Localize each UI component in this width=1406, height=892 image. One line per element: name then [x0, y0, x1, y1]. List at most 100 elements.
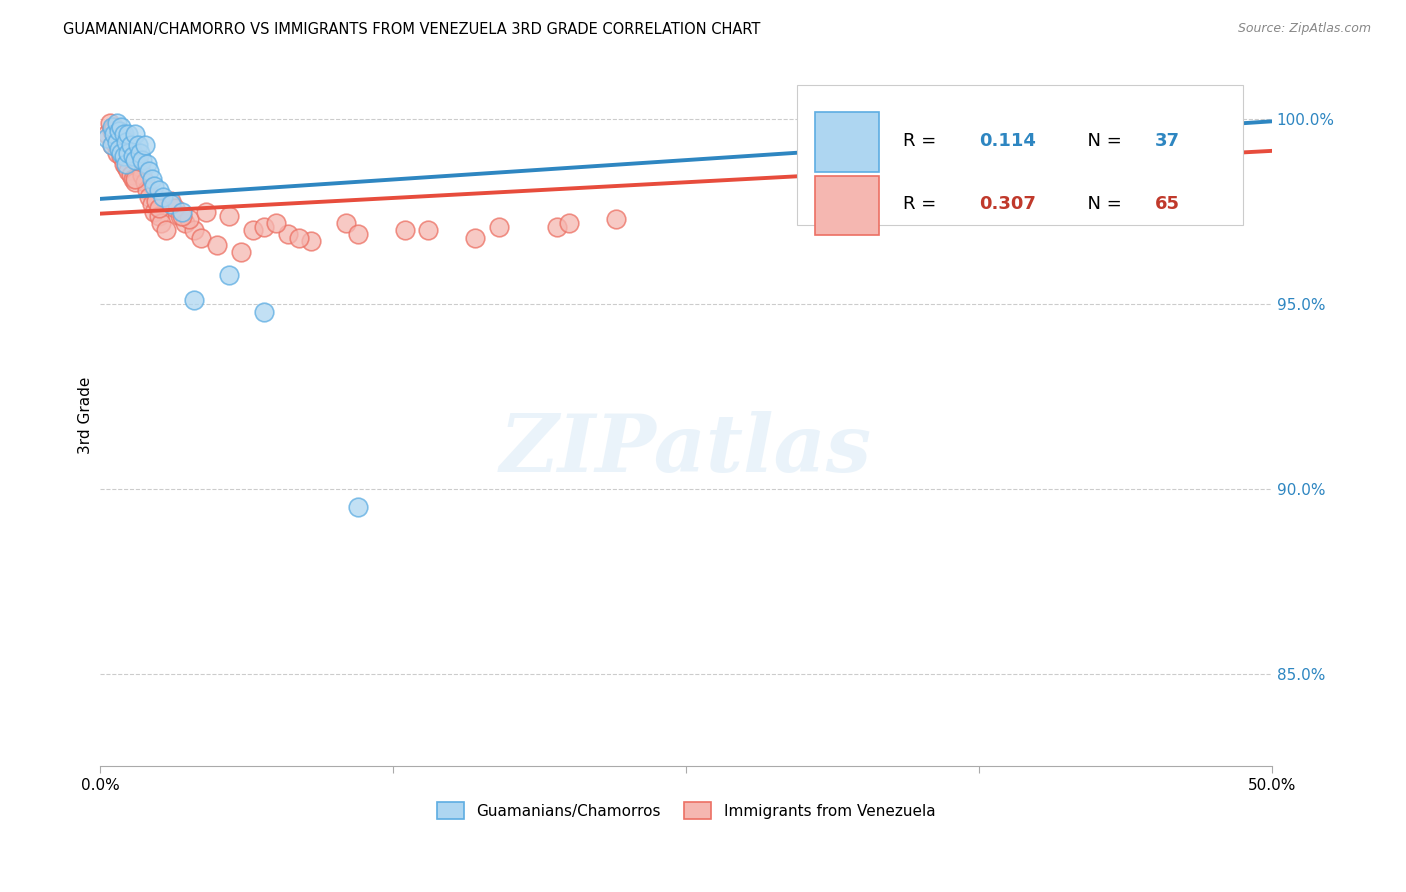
Point — [117, 138, 139, 153]
Point — [96, 127, 118, 141]
Point — [546, 219, 568, 234]
Point — [347, 500, 370, 515]
Point — [169, 209, 191, 223]
Text: R =: R = — [903, 132, 942, 150]
Point — [131, 168, 153, 182]
Point — [131, 153, 153, 167]
Point — [394, 223, 416, 237]
Point — [229, 245, 252, 260]
Text: ZIPatlas: ZIPatlas — [501, 411, 872, 489]
Point — [124, 149, 146, 163]
Point — [299, 235, 322, 249]
Point — [110, 120, 132, 134]
Point — [152, 190, 174, 204]
Point — [96, 131, 118, 145]
Point — [122, 171, 145, 186]
Point — [101, 138, 124, 153]
Text: R =: R = — [903, 195, 942, 213]
Point — [138, 164, 160, 178]
Point — [179, 212, 201, 227]
Point — [127, 153, 149, 167]
Point — [159, 194, 181, 208]
Point — [558, 216, 581, 230]
Point — [150, 216, 173, 230]
Point — [127, 138, 149, 153]
Point — [194, 204, 217, 219]
Point — [101, 123, 124, 137]
Point — [110, 149, 132, 163]
Point — [347, 227, 370, 241]
Point — [190, 230, 212, 244]
Point — [115, 157, 138, 171]
Y-axis label: 3rd Grade: 3rd Grade — [79, 376, 93, 454]
Point — [141, 171, 163, 186]
FancyBboxPatch shape — [815, 176, 879, 235]
FancyBboxPatch shape — [797, 85, 1243, 226]
Point — [488, 219, 510, 234]
Point — [207, 238, 229, 252]
Point — [134, 175, 156, 189]
Point — [172, 209, 194, 223]
Point — [117, 164, 139, 178]
Text: N =: N = — [1076, 132, 1128, 150]
Point — [253, 304, 276, 318]
Text: 37: 37 — [1154, 132, 1180, 150]
Point — [112, 127, 135, 141]
Point — [172, 204, 194, 219]
Point — [288, 230, 311, 244]
FancyBboxPatch shape — [815, 112, 879, 172]
Point — [136, 183, 159, 197]
Point — [277, 227, 299, 241]
Point — [117, 145, 139, 160]
Point — [105, 135, 128, 149]
Point — [110, 145, 132, 160]
Point — [145, 194, 167, 208]
Legend: Guamanians/Chamorros, Immigrants from Venezuela: Guamanians/Chamorros, Immigrants from Ve… — [430, 796, 942, 825]
Text: GUAMANIAN/CHAMORRO VS IMMIGRANTS FROM VENEZUELA 3RD GRADE CORRELATION CHART: GUAMANIAN/CHAMORRO VS IMMIGRANTS FROM VE… — [63, 22, 761, 37]
Point — [148, 201, 170, 215]
Point — [129, 161, 152, 175]
Point — [605, 212, 627, 227]
Point — [120, 168, 142, 182]
Point — [418, 223, 440, 237]
Text: Source: ZipAtlas.com: Source: ZipAtlas.com — [1237, 22, 1371, 36]
Text: N =: N = — [1076, 195, 1128, 213]
Point — [218, 268, 240, 282]
Point — [103, 120, 125, 134]
Point — [110, 127, 132, 141]
Point — [112, 131, 135, 145]
Point — [155, 223, 177, 237]
Point — [122, 149, 145, 163]
Point — [120, 142, 142, 156]
Point — [134, 138, 156, 153]
Point — [124, 153, 146, 167]
Point — [1213, 109, 1236, 123]
Point — [148, 183, 170, 197]
Point — [173, 216, 195, 230]
Point — [120, 138, 142, 153]
Text: 65: 65 — [1154, 195, 1180, 213]
Point — [138, 190, 160, 204]
Point — [159, 197, 181, 211]
Point — [218, 209, 240, 223]
Point — [103, 127, 125, 141]
Point — [165, 201, 187, 215]
Point — [141, 197, 163, 211]
Point — [105, 116, 128, 130]
Text: 0.114: 0.114 — [979, 132, 1036, 150]
Point — [143, 178, 166, 193]
Point — [98, 116, 121, 130]
Point — [108, 142, 131, 156]
Point — [264, 216, 287, 230]
Point — [148, 209, 170, 223]
Point — [108, 142, 131, 156]
Point — [115, 135, 138, 149]
Point — [253, 219, 276, 234]
Point — [122, 145, 145, 160]
Point — [464, 230, 486, 244]
Point — [112, 157, 135, 171]
Point — [136, 157, 159, 171]
Point — [117, 127, 139, 141]
Point — [112, 149, 135, 163]
Point — [242, 223, 264, 237]
